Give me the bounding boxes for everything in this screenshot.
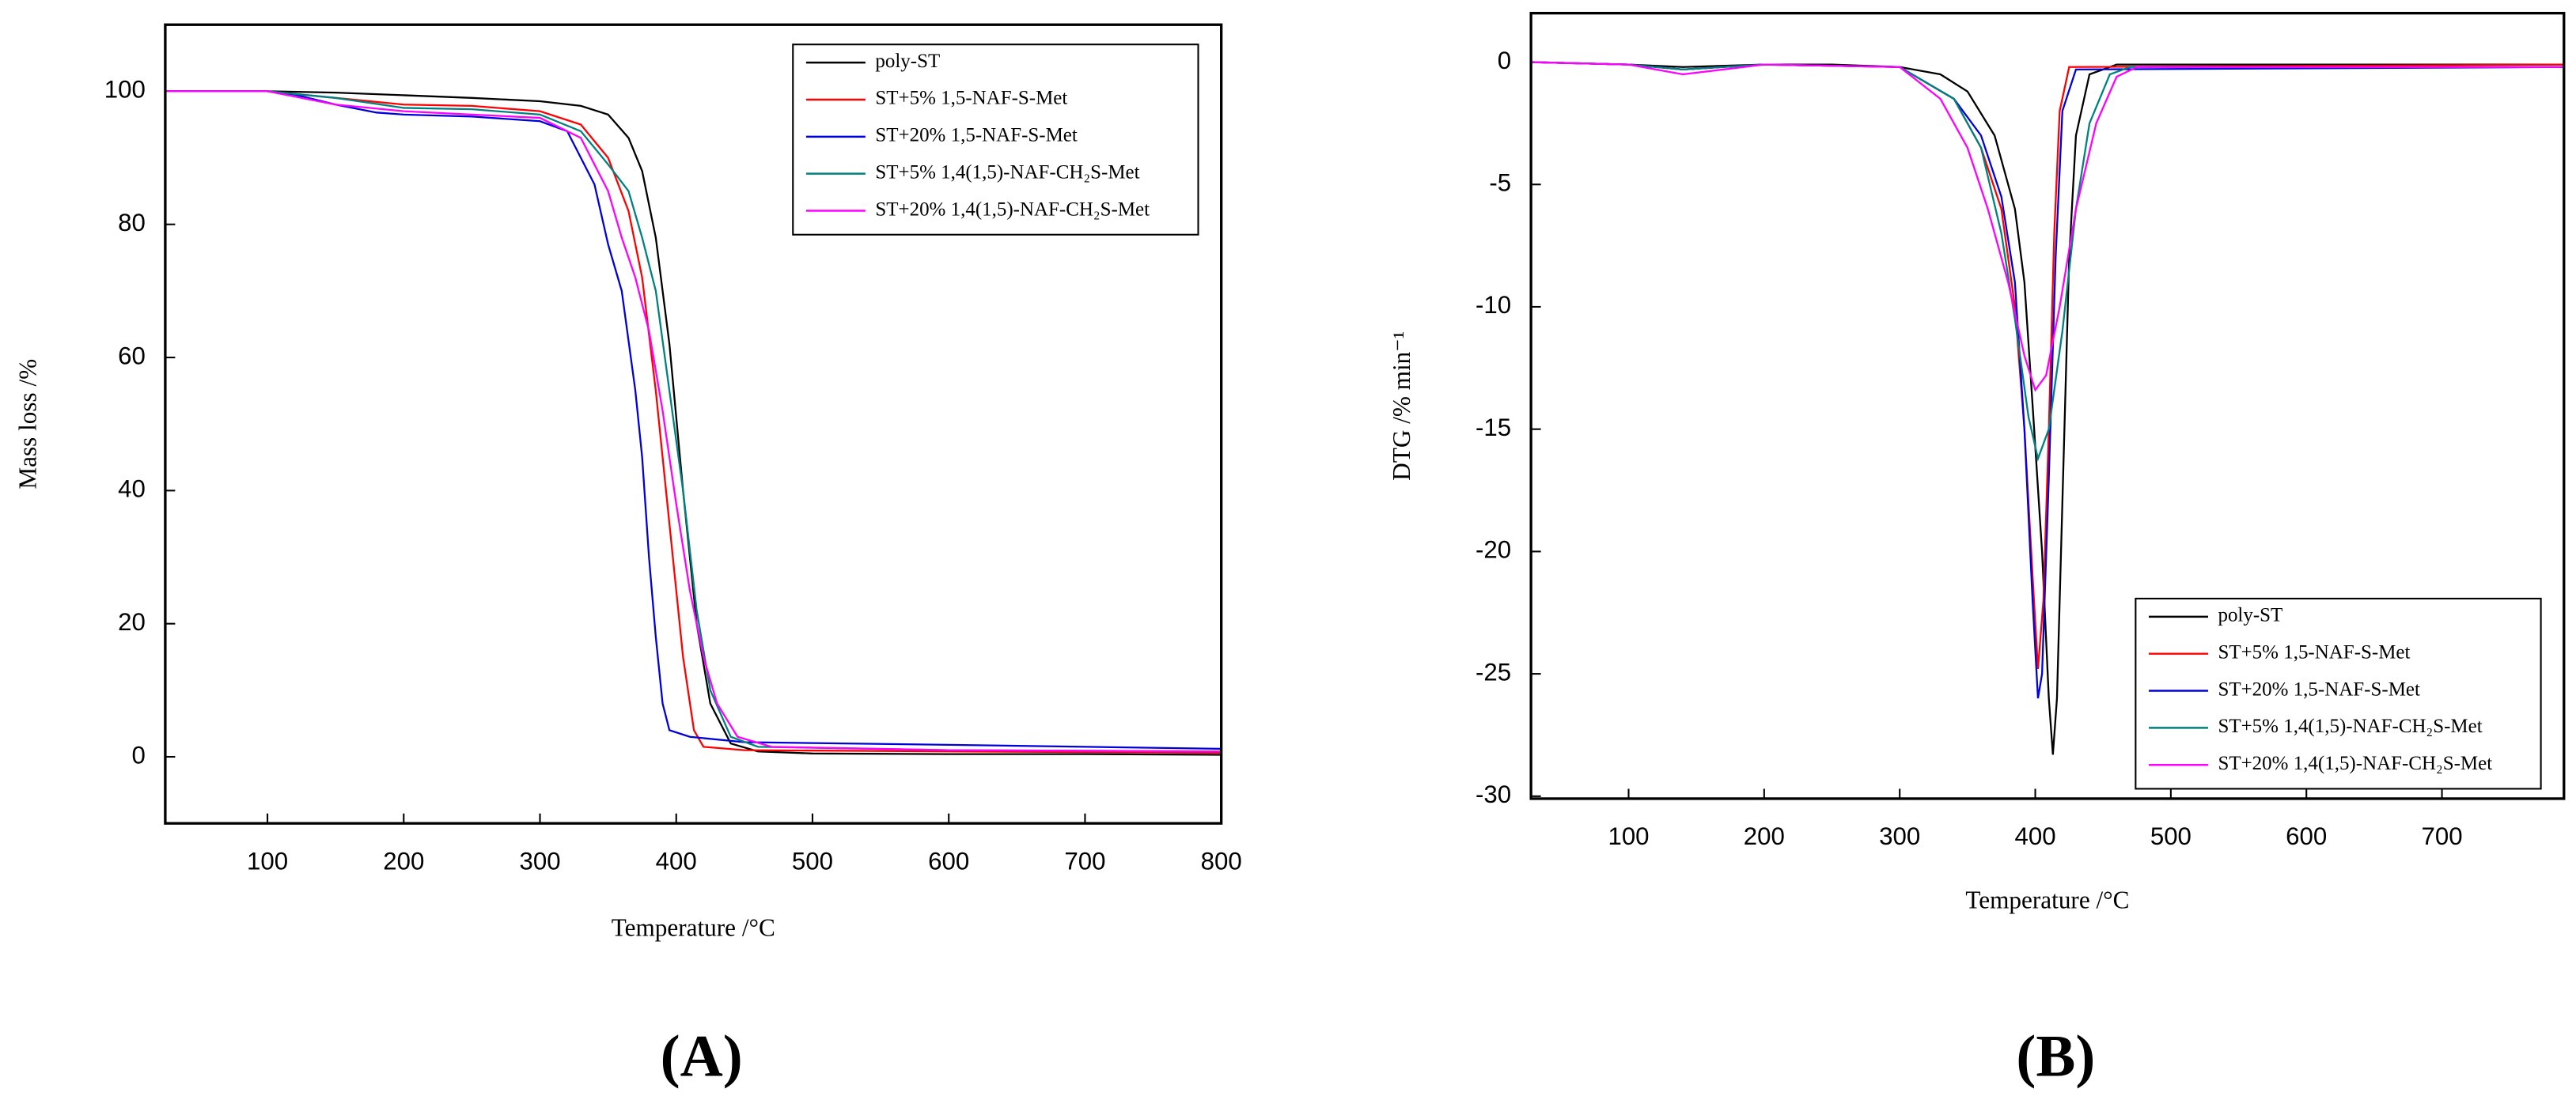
y-tick-label: -30 [1476,781,1511,808]
x-tick-label: 200 [383,847,424,875]
legend-box [2135,597,2542,790]
x-tick-label: 100 [247,847,288,875]
legend-label: poly-ST [2218,605,2282,626]
legend-box [792,43,1199,236]
panel-label: (B) [2016,1023,2095,1089]
x-axis-label: Temperature /°C [1965,886,2129,913]
x-tick-label: 200 [1744,822,1785,850]
plot-frame [164,23,1223,825]
x-tick-label: 800 [1201,847,1242,875]
x-tick-label: 400 [656,847,697,875]
data-line [165,90,1222,750]
y-axis-label: Mass loss /% [13,359,41,490]
legend-label: ST+20% 1,5-NAF-S-Met [2218,679,2420,700]
y-tick-label: -25 [1476,658,1511,686]
x-tick-label: 300 [1879,822,1920,850]
legend-label: ST+5% 1,5-NAF-S-Met [2218,641,2410,663]
x-tick-label: 700 [1064,847,1105,875]
x-tick-label: 400 [2014,822,2055,850]
y-tick-label: 0 [1498,47,1511,74]
plot-frame [1529,11,2566,800]
y-tick-label: -20 [1476,536,1511,564]
y-axis-label: DTG /% min⁻¹ [1388,331,1415,481]
legend-label: ST+5% 1,4(1,5)-NAF-CH₂S-Met [2218,716,2482,737]
x-tick-label: 100 [1608,822,1649,850]
x-tick-label: 600 [928,847,969,875]
y-tick-label: -5 [1489,169,1511,197]
x-tick-label: 700 [2422,822,2463,850]
y-tick-label: 20 [118,608,146,636]
data-line [165,90,1222,753]
legend-label: ST+5% 1,4(1,5)-NAF-CH₂S-Met [875,161,1139,183]
x-tick-label: 500 [792,847,833,875]
legend-label: poly-ST [875,51,940,72]
y-tick-label: 60 [118,342,146,369]
data-line [1531,61,2564,392]
y-tick-label: 40 [118,475,146,503]
x-tick-label: 500 [2150,822,2191,850]
y-tick-label: 80 [118,209,146,236]
data-line [1531,61,2564,462]
x-axis-label: Temperature /°C [612,914,775,942]
y-tick-label: 0 [132,741,146,769]
legend-label: ST+20% 1,5-NAF-S-Met [875,125,1078,146]
panel-label: (A) [661,1023,743,1089]
legend-label: ST+5% 1,5-NAF-S-Met [875,88,1067,109]
data-line [165,90,1222,754]
data-line [165,90,1222,753]
y-tick-label: 100 [104,76,146,104]
y-tick-label: -15 [1476,414,1511,441]
data-line [165,90,1222,756]
x-tick-label: 300 [519,847,560,875]
x-tick-label: 600 [2286,822,2327,850]
legend-label: ST+20% 1,4(1,5)-NAF-CH₂S-Met [875,198,1150,220]
legend-label: ST+20% 1,4(1,5)-NAF-CH₂S-Met [2218,753,2492,774]
y-tick-label: -10 [1476,291,1511,319]
